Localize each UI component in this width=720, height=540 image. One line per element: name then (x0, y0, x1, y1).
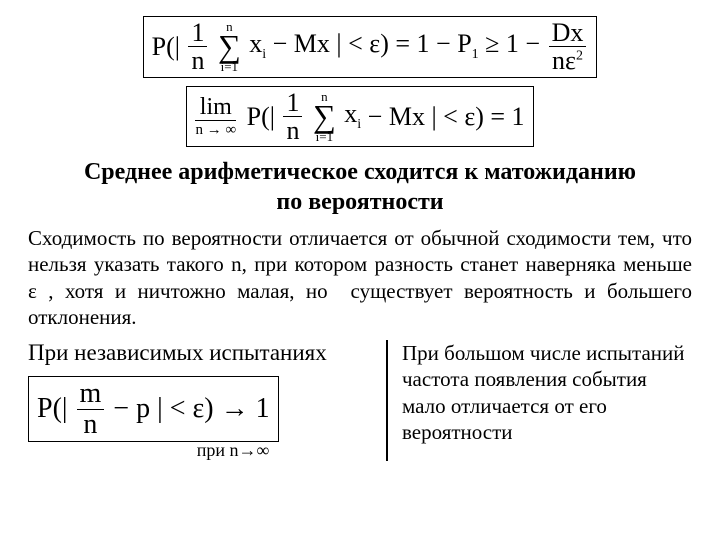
f1-sum-bot: i=1 (218, 60, 241, 73)
f2-lim: lim n → ∞ (195, 95, 236, 139)
f2-frac: 1 n (283, 89, 302, 145)
f1-open: P(| (152, 32, 180, 61)
f3-frac-den: n (77, 409, 105, 439)
f2-xi: xi (344, 99, 361, 128)
formula-3-note: при n→∞ (98, 440, 368, 461)
formula-2-box: lim n → ∞ P(| 1 n n ∑ i=1 xi − Mx | < ε)… (186, 86, 533, 148)
f1-sum: n ∑ i=1 (218, 20, 241, 73)
f3-rest: − p | < ε) → 1 (113, 393, 269, 424)
formula-3-box: P(| m n − p | < ε) → 1 (28, 376, 279, 442)
f1-frac2-den: nε2 (549, 46, 587, 74)
f1-frac2: Dx nε2 (549, 19, 587, 75)
f2-sum: n ∑ i=1 (313, 90, 336, 143)
f3-open: P(| (37, 393, 68, 424)
f1-xi: xi (249, 29, 266, 58)
formula-1-container: P(| 1 n n ∑ i=1 xi − Mx | < ε) = 1 − P1 … (28, 16, 692, 78)
heading-line-2: по вероятности (28, 187, 692, 217)
formula-1-box: P(| 1 n n ∑ i=1 xi − Mx | < ε) = 1 − P1 … (143, 16, 598, 78)
f2-sum-bot: i=1 (313, 130, 336, 143)
f2-lim-word: lim (195, 95, 236, 121)
f1-frac1-num: 1 (188, 19, 207, 46)
f2-sum-sym: ∑ (313, 103, 336, 130)
f2-lim-under: n → ∞ (195, 121, 236, 139)
right-column: При большом числе испытаний частота появ… (386, 340, 692, 461)
f1-mid: − Mx | < ε) = 1 − P1 ≥ 1 − (273, 29, 547, 58)
formula-3-container: P(| m n − p | < ε) → 1 (28, 376, 368, 442)
formula-2-container: lim n → ∞ P(| 1 n n ∑ i=1 xi − Mx | < ε)… (28, 86, 692, 148)
f3-frac-num: m (77, 379, 105, 408)
f1-frac1: 1 n (188, 19, 207, 75)
f2-rest: − Mx | < ε) = 1 (368, 101, 525, 130)
paragraph: Сходимость по вероятности отличается от … (28, 225, 692, 330)
f1-frac1-den: n (188, 46, 207, 74)
f1-frac2-num: Dx (549, 19, 587, 46)
left-column: При независимых испытаниях P(| m n − p |… (28, 340, 368, 461)
f3-frac: m n (77, 379, 105, 439)
right-text: При большом числе испытаний частота появ… (402, 340, 692, 445)
columns: При независимых испытаниях P(| m n − p |… (28, 340, 692, 461)
f2-frac-den: n (283, 116, 302, 144)
heading: Среднее арифметическое сходится к матожи… (28, 157, 692, 217)
independent-heading: При независимых испытаниях (28, 340, 368, 366)
f2-open: P(| (247, 101, 275, 130)
f1-sum-sym: ∑ (218, 33, 241, 60)
heading-line-1: Среднее арифметическое сходится к матожи… (28, 157, 692, 187)
f2-frac-num: 1 (283, 89, 302, 116)
